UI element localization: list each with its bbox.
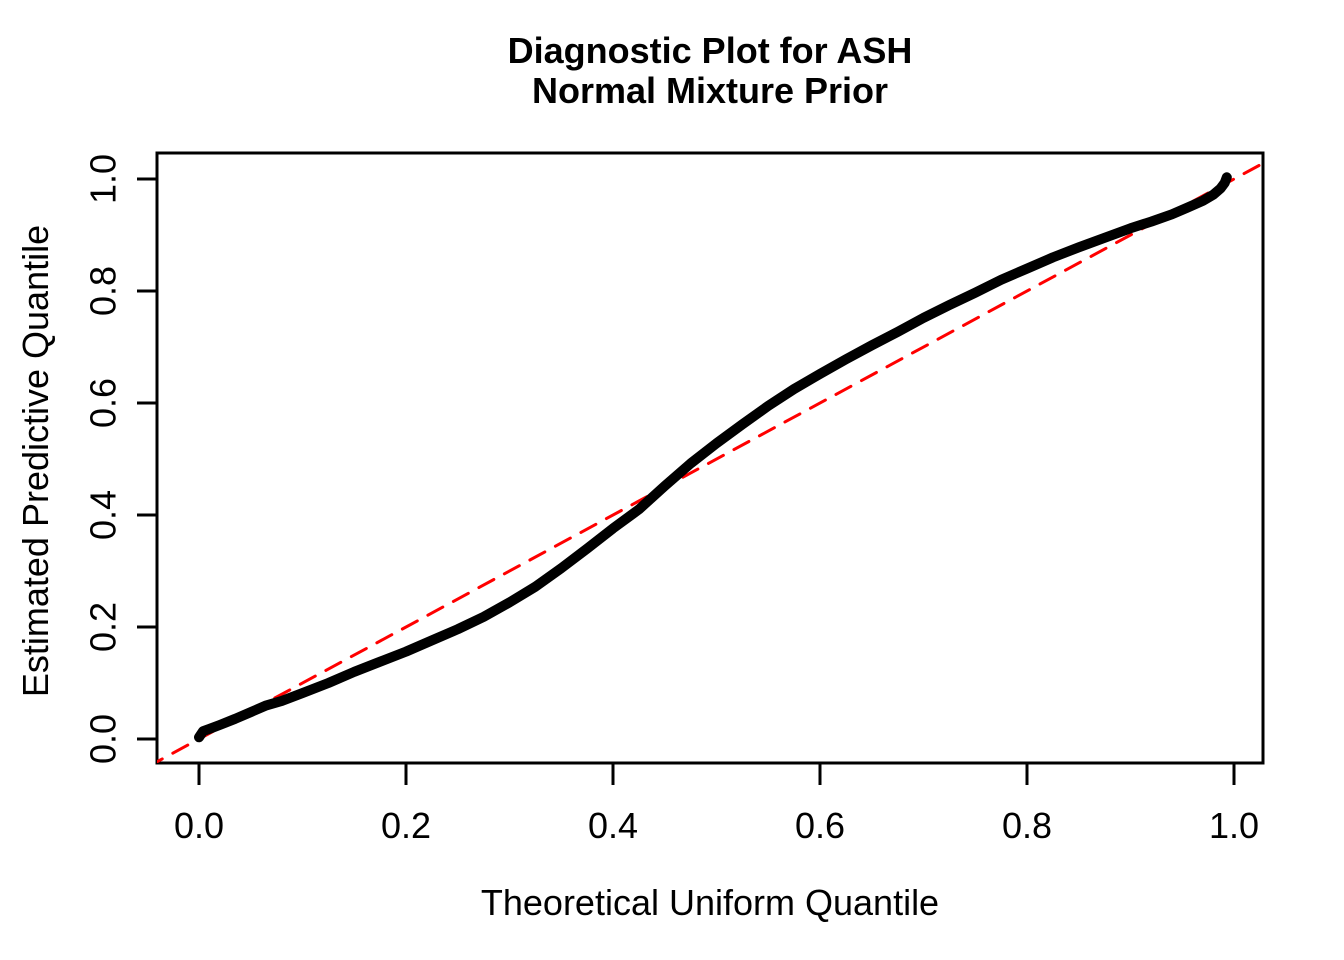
y-tick-label: 0.0 <box>83 714 124 764</box>
y-axis-title: Estimated Predictive Quantile <box>15 224 56 698</box>
y-tick-label: 0.2 <box>83 602 124 652</box>
chart-title: Diagnostic Plot for ASH Normal Mixture P… <box>157 31 1263 111</box>
x-tick-label: 0.4 <box>588 805 638 846</box>
x-tick-label: 0.2 <box>381 805 431 846</box>
x-tick-label: 0.0 <box>174 805 224 846</box>
x-tick-label: 1.0 <box>1209 805 1259 846</box>
chart-title-line2: Normal Mixture Prior <box>531 70 889 111</box>
y-tick-label: 0.8 <box>83 266 124 316</box>
x-tick-label: 0.6 <box>795 805 845 846</box>
x-tick-label: 0.8 <box>1002 805 1052 846</box>
y-tick-label: 0.4 <box>83 490 124 540</box>
estimated-vs-theoretical-quantile-curve <box>194 172 1232 743</box>
plot-border <box>155 151 1265 765</box>
y-tick-label: 0.6 <box>83 378 124 428</box>
reference-line-y-equals-x <box>157 161 1263 763</box>
chart-title-line1: Diagnostic Plot for ASH <box>507 30 913 71</box>
y-tick-label: 1.0 <box>83 154 124 204</box>
x-axis-title: Theoretical Uniform Quantile <box>480 882 940 923</box>
